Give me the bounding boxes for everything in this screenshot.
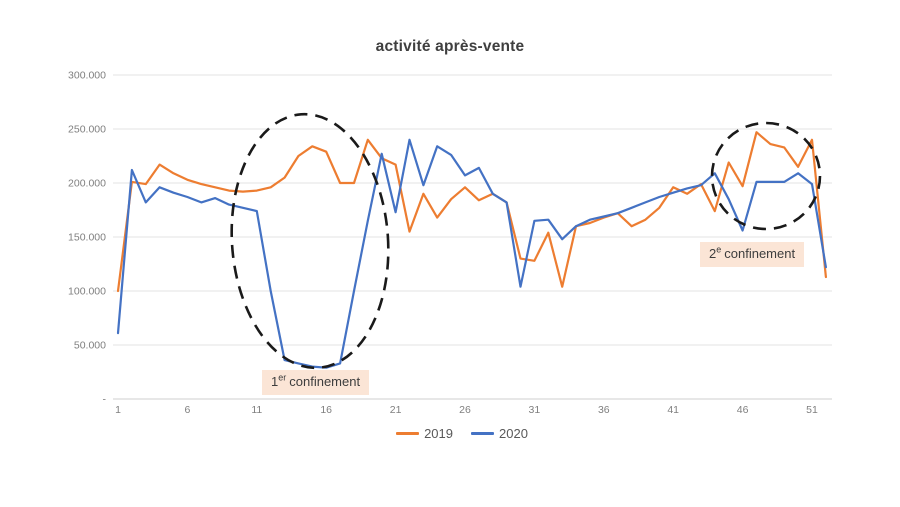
legend-swatch-2019-line (396, 432, 420, 435)
annotation-text: confinement (289, 374, 361, 389)
annotation-2e-confinement: 2e confinement (700, 242, 805, 268)
y-axis-tick-label: 150.000 (68, 232, 106, 244)
annotation-prefix: 2 (709, 246, 717, 261)
x-axis-tick-label: 26 (459, 404, 471, 416)
x-axis-tick-label: 11 (251, 404, 262, 416)
x-axis-tick-label: 1 (115, 404, 121, 416)
legend-swatch-2020-line (471, 432, 494, 435)
x-axis-tick-label: 46 (737, 404, 749, 416)
legend-item-2020: 2020 (471, 426, 528, 441)
series-line-2020 (116, 138, 828, 369)
chart-legend: 2019 2020 (12, 426, 900, 441)
legend-label-2020: 2020 (499, 426, 528, 441)
y-axis-tick-label: 250.000 (68, 124, 106, 136)
x-axis-tick-label: 31 (529, 404, 541, 416)
annotation-superscript: er (278, 372, 287, 383)
annotation-prefix: 1 (271, 374, 279, 389)
y-axis-tick-label: 50.000 (74, 340, 106, 352)
annotation-superscript: e (716, 244, 722, 255)
x-axis-tick-label: 21 (390, 404, 402, 416)
x-axis-tick-label: 16 (320, 404, 332, 416)
confinement-1-ellipse (230, 112, 390, 370)
chart-title: activité après-vente (375, 38, 525, 55)
confinement-2-ellipse (710, 121, 822, 231)
legend-label-2019: 2019 (424, 426, 453, 441)
legend-item-2019: 2019 (396, 426, 453, 441)
x-axis-tick-label: 36 (598, 404, 610, 416)
y-axis-tick-label: - (103, 394, 107, 406)
x-axis-tick-label: 51 (806, 404, 818, 416)
y-axis-tick-label: 300.000 (68, 70, 106, 82)
x-axis-tick-label: 41 (667, 404, 679, 416)
annotation-1er-confinement: 1er confinement (262, 370, 370, 396)
y-axis-tick-label: 100.000 (68, 286, 106, 298)
annotation-text: confinement (724, 246, 796, 261)
x-axis-tick-label: 6 (184, 404, 190, 416)
y-axis-tick-label: 200.000 (68, 178, 106, 190)
